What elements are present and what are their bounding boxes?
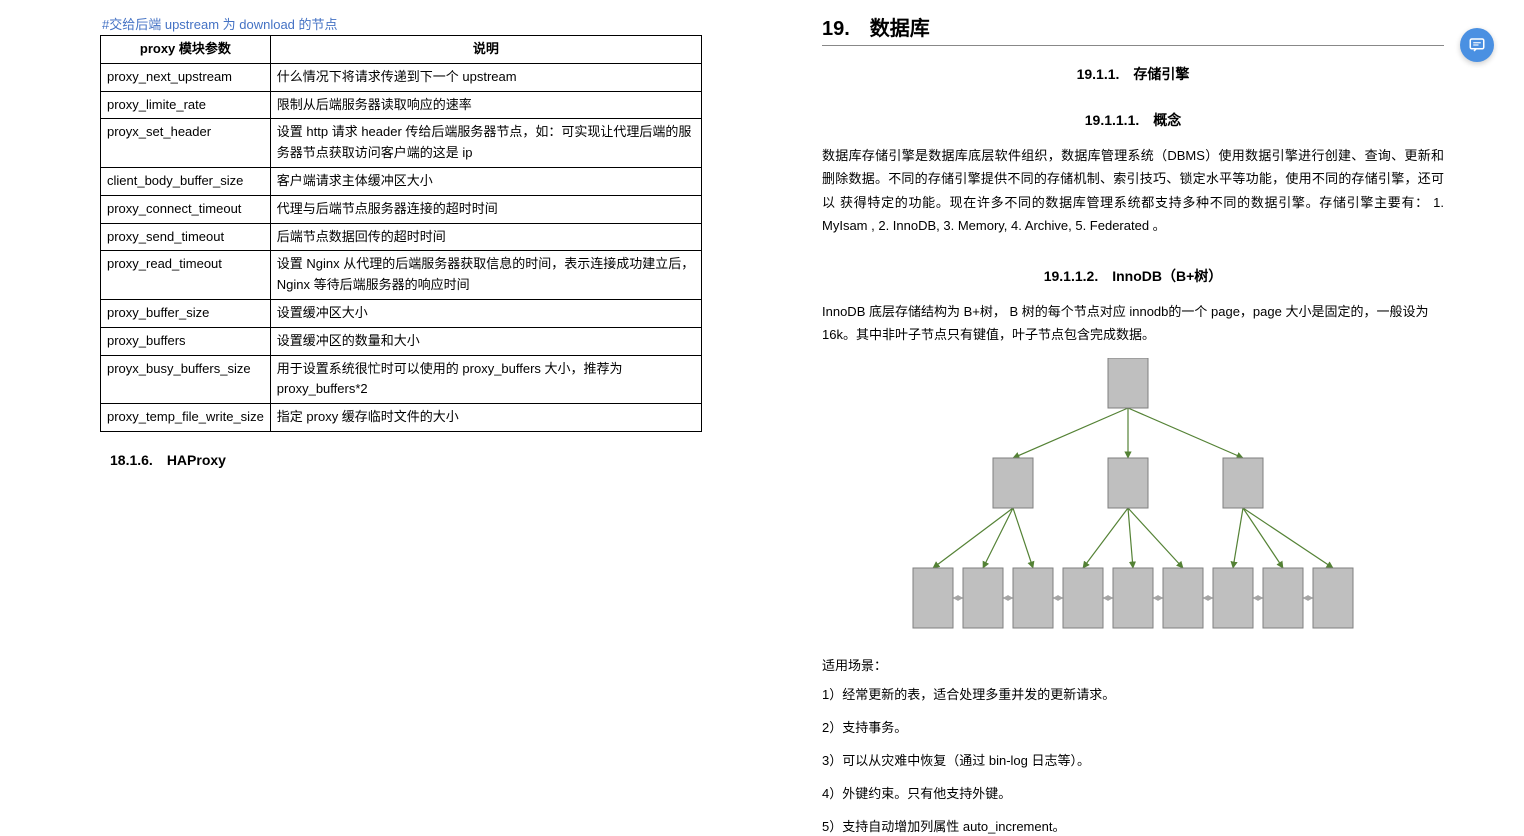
param-name: proyx_busy_buffers_size bbox=[101, 355, 271, 404]
param-desc: 设置缓冲区的数量和大小 bbox=[270, 327, 701, 355]
tree-node bbox=[1113, 568, 1153, 628]
param-desc: 设置缓冲区大小 bbox=[270, 299, 701, 327]
param-name: proxy_buffer_size bbox=[101, 299, 271, 327]
table-row: proxy_buffers设置缓冲区的数量和大小 bbox=[101, 327, 702, 355]
param-name: proxy_limite_rate bbox=[101, 91, 271, 119]
table-header: 说明 bbox=[270, 36, 701, 64]
tree-node bbox=[1163, 568, 1203, 628]
tree-node bbox=[1313, 568, 1353, 628]
param-name: proxy_next_upstream bbox=[101, 63, 271, 91]
list-item: 4）外键约束。只有他支持外键。 bbox=[822, 783, 1444, 802]
table-row: proxy_send_timeout后端节点数据回传的超时时间 bbox=[101, 223, 702, 251]
param-desc: 客户端请求主体缓冲区大小 bbox=[270, 167, 701, 195]
tree-node bbox=[1213, 568, 1253, 628]
section-heading-haproxy: 18.1.6. HAProxy bbox=[110, 450, 702, 470]
right-page: 19. 数据库 19.1.1. 存储引擎 19.1.1.1. 概念 数据库存储引… bbox=[762, 0, 1524, 836]
list-item: 2）支持事务。 bbox=[822, 717, 1444, 736]
table-row: proxy_limite_rate限制从后端服务器读取响应的速率 bbox=[101, 91, 702, 119]
param-desc: 后端节点数据回传的超时时间 bbox=[270, 223, 701, 251]
table-row: proxy_buffer_size设置缓冲区大小 bbox=[101, 299, 702, 327]
tree-node bbox=[993, 458, 1033, 508]
divider bbox=[822, 45, 1444, 46]
tree-node bbox=[1063, 568, 1103, 628]
chapter-title: 19. 数据库 bbox=[822, 12, 1444, 41]
tree-node bbox=[1263, 568, 1303, 628]
list-item: 1）经常更新的表，适合处理多重并发的更新请求。 bbox=[822, 684, 1444, 703]
code-comment: #交给后端 upstream 为 download 的节点 bbox=[102, 14, 702, 33]
param-name: proxy_buffers bbox=[101, 327, 271, 355]
tree-edge bbox=[1013, 408, 1128, 458]
scenario-list: 1）经常更新的表，适合处理多重并发的更新请求。 2）支持事务。 3）可以从灾难中恢复… bbox=[822, 684, 1444, 835]
proxy-params-table: proxy 模块参数 说明 proxy_next_upstream什么情况下将请… bbox=[100, 35, 702, 432]
list-item: 5）支持自动增加列属性 auto_increment。 bbox=[822, 816, 1444, 835]
tree-node bbox=[963, 568, 1003, 628]
paragraph: 数据库存储引擎是数据库底层软件组织，数据库管理系统（DBMS）使用数据引擎进行创… bbox=[822, 144, 1444, 238]
table-row: client_body_buffer_size客户端请求主体缓冲区大小 bbox=[101, 167, 702, 195]
table-row: proxy_temp_file_write_size指定 proxy 缓存临时文… bbox=[101, 404, 702, 432]
feedback-button[interactable] bbox=[1460, 28, 1494, 62]
tree-edge bbox=[1243, 508, 1333, 568]
param-name: proxy_temp_file_write_size bbox=[101, 404, 271, 432]
table-row: proxy_connect_timeout代理与后端节点服务器连接的超时时间 bbox=[101, 195, 702, 223]
list-item: 3）可以从灾难中恢复（通过 bin-log 日志等）。 bbox=[822, 750, 1444, 769]
tree-node bbox=[1013, 568, 1053, 628]
param-desc: 用于设置系统很忙时可以使用的 proxy_buffers 大小，推荐为 prox… bbox=[270, 355, 701, 404]
param-name: client_body_buffer_size bbox=[101, 167, 271, 195]
param-desc: 设置 Nginx 从代理的后端服务器获取信息的时间，表示连接成功建立后，Ngin… bbox=[270, 251, 701, 300]
bplus-tree-diagram bbox=[903, 358, 1363, 643]
tree-node bbox=[1108, 358, 1148, 408]
param-name: proyx_set_header bbox=[101, 119, 271, 168]
tree-edge bbox=[1128, 508, 1133, 568]
subsection-heading: 19.1.1.1. 概念 bbox=[822, 110, 1444, 130]
tree-edge bbox=[1013, 508, 1033, 568]
param-desc: 代理与后端节点服务器连接的超时时间 bbox=[270, 195, 701, 223]
param-name: proxy_send_timeout bbox=[101, 223, 271, 251]
tree-node bbox=[913, 568, 953, 628]
tree-edge bbox=[1128, 508, 1183, 568]
tree-edge bbox=[983, 508, 1013, 568]
table-row: proxy_read_timeout设置 Nginx 从代理的后端服务器获取信息… bbox=[101, 251, 702, 300]
table-header: proxy 模块参数 bbox=[101, 36, 271, 64]
tree-node bbox=[1108, 458, 1148, 508]
tree-node bbox=[1223, 458, 1263, 508]
tree-edge bbox=[1243, 508, 1283, 568]
tree-edge bbox=[1233, 508, 1243, 568]
chat-icon bbox=[1468, 36, 1486, 54]
table-row: proyx_busy_buffers_size用于设置系统很忙时可以使用的 pr… bbox=[101, 355, 702, 404]
param-name: proxy_read_timeout bbox=[101, 251, 271, 300]
param-desc: 什么情况下将请求传递到下一个 upstream bbox=[270, 63, 701, 91]
section-heading: 19.1.1. 存储引擎 bbox=[822, 64, 1444, 84]
tree-edge bbox=[1083, 508, 1128, 568]
paragraph: InnoDB 底层存储结构为 B+树， B 树的每个节点对应 innodb的一个… bbox=[822, 300, 1444, 347]
tree-edge bbox=[933, 508, 1013, 568]
subsection-heading: 19.1.1.2. InnoDB（B+树） bbox=[822, 266, 1444, 286]
param-desc: 限制从后端服务器读取响应的速率 bbox=[270, 91, 701, 119]
table-header-row: proxy 模块参数 说明 bbox=[101, 36, 702, 64]
param-desc: 指定 proxy 缓存临时文件的大小 bbox=[270, 404, 701, 432]
left-page: #交给后端 upstream 为 download 的节点 proxy 模块参数… bbox=[0, 0, 762, 836]
table-row: proyx_set_header设置 http 请求 header 传给后端服务… bbox=[101, 119, 702, 168]
scenario-label: 适用场景： bbox=[822, 655, 1444, 674]
tree-edge bbox=[1128, 408, 1243, 458]
document-spread: #交给后端 upstream 为 download 的节点 proxy 模块参数… bbox=[0, 0, 1524, 836]
table-row: proxy_next_upstream什么情况下将请求传递到下一个 upstre… bbox=[101, 63, 702, 91]
param-name: proxy_connect_timeout bbox=[101, 195, 271, 223]
param-desc: 设置 http 请求 header 传给后端服务器节点，如：可实现让代理后端的服… bbox=[270, 119, 701, 168]
